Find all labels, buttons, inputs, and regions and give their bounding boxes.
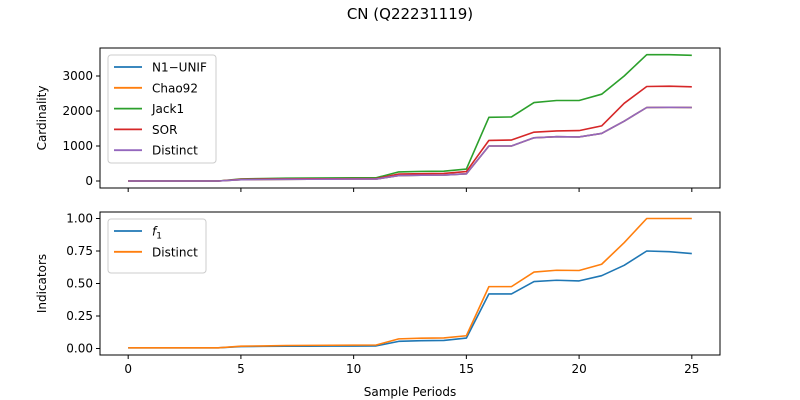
series-line-distinct [128, 217, 692, 349]
legend-label-subscript: 1 [156, 232, 162, 242]
indicators-panel: 0 5 10 15 20 25 0.00 0.25 0.50 0.75 1.00 Indicators… [35, 211, 721, 399]
legend-label: Distinct [152, 245, 198, 259]
legend-label: Distinct [152, 144, 198, 158]
legend-label: Chao92 [152, 81, 198, 95]
x-tick-label: 20 [571, 362, 586, 376]
cardinality-panel: 0 1000 2000 3000 Cardinality N1−UNIF Chao92 Jac… [35, 47, 721, 192]
axes-frame [99, 47, 721, 189]
y-tick-label: 0.75 [66, 244, 93, 258]
legend-label: SOR [152, 123, 177, 137]
x-tick-label: 0 [124, 362, 132, 376]
y-tick-label: 1.00 [66, 212, 93, 226]
y-tick-label: 0.25 [66, 309, 93, 323]
x-tick-label: 15 [459, 362, 474, 376]
y-tick-label: 1000 [62, 139, 93, 153]
x-tick-label: 25 [684, 362, 699, 376]
series-line-f1 [128, 250, 692, 349]
legend: N1−UNIF Chao92 Jack1 SOR Distinct [107, 54, 217, 164]
legend: f1 Distinct [107, 218, 207, 274]
y-tick-label: 0.00 [66, 342, 93, 356]
legend-box [107, 54, 217, 164]
y-tick-label: 3000 [62, 69, 93, 83]
y-tick-label: 0.50 [66, 277, 93, 291]
legend-label: f1 [152, 225, 162, 242]
y-tick-label: 0 [85, 174, 93, 188]
legend-label: N1−UNIF [152, 61, 207, 75]
x-tick-label: 5 [237, 362, 245, 376]
figure-title: CN (Q22231119) [347, 5, 473, 23]
y-tick-label: 2000 [62, 104, 93, 118]
y-axis-label: Indicators [35, 254, 49, 313]
x-tick-label: 10 [346, 362, 361, 376]
legend-box [107, 218, 207, 274]
series-line-distinct [128, 106, 692, 182]
x-axis-label: Sample Periods [364, 385, 456, 399]
y-axis-label: Cardinality [35, 86, 49, 151]
legend-label: Jack1 [151, 102, 184, 116]
